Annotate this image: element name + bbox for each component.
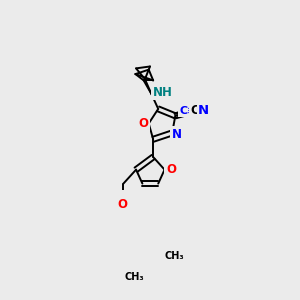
Text: O: O <box>139 117 149 130</box>
Text: O: O <box>166 163 176 176</box>
Text: N: N <box>198 104 209 117</box>
Text: C≡N: C≡N <box>180 106 206 116</box>
Text: N: N <box>172 128 182 141</box>
Text: CH₃: CH₃ <box>124 272 144 282</box>
Text: NH: NH <box>152 86 172 99</box>
Text: CH₃: CH₃ <box>165 251 184 261</box>
Text: O: O <box>118 198 128 211</box>
Text: C: C <box>190 104 199 117</box>
